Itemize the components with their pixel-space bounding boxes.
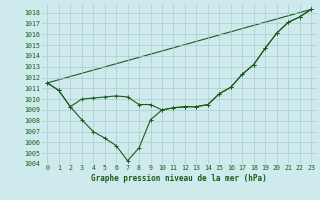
X-axis label: Graphe pression niveau de la mer (hPa): Graphe pression niveau de la mer (hPa) xyxy=(91,174,267,183)
